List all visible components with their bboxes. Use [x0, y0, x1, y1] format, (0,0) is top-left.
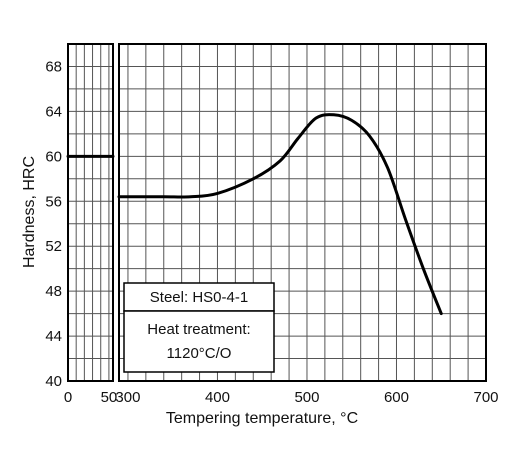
- y-tick-label: 44: [45, 328, 62, 345]
- x-tick-label-right: 700: [473, 389, 498, 406]
- steel-label: Steel: HS0-4-1: [150, 289, 248, 306]
- x-tick-label-right: 400: [205, 389, 230, 406]
- y-tick-label: 68: [45, 58, 62, 75]
- y-tick-label: 52: [45, 238, 62, 255]
- treatment-label-line1: Heat treatment:: [147, 321, 250, 338]
- y-tick-label: 64: [45, 103, 62, 120]
- x-tick-label-right: 600: [384, 389, 409, 406]
- steel-box: [123, 282, 275, 312]
- right-panel-frame: [118, 43, 487, 382]
- y-tick-label: 48: [45, 283, 62, 300]
- y-axis-label: Hardness, HRC: [21, 156, 38, 268]
- y-tick-labels: 40 44 48 52 56 60 64 68: [45, 58, 62, 390]
- x-tick-label-right: 500: [294, 389, 319, 406]
- x-tick-label-left: 0: [64, 389, 72, 406]
- treatment-label-line2: 1120°C/O: [167, 345, 232, 362]
- x-tick-label-left: 50: [101, 389, 118, 406]
- series-line-right: [117, 113, 443, 316]
- annotation-box: Steel: HS0-4-1 Heat treatment: 1120°C/O: [123, 282, 275, 373]
- x-axis-label: Tempering temperature, °C: [166, 410, 358, 427]
- curves: [66, 113, 443, 316]
- x-tick-label-right: 300: [115, 389, 140, 406]
- left-panel-frame: [67, 43, 114, 382]
- y-tick-label: 40: [45, 373, 62, 390]
- y-tick-label: 60: [45, 148, 62, 165]
- treatment-box: [123, 310, 275, 373]
- y-tick-label: 56: [45, 193, 62, 210]
- left-panel-grid: [68, 44, 113, 381]
